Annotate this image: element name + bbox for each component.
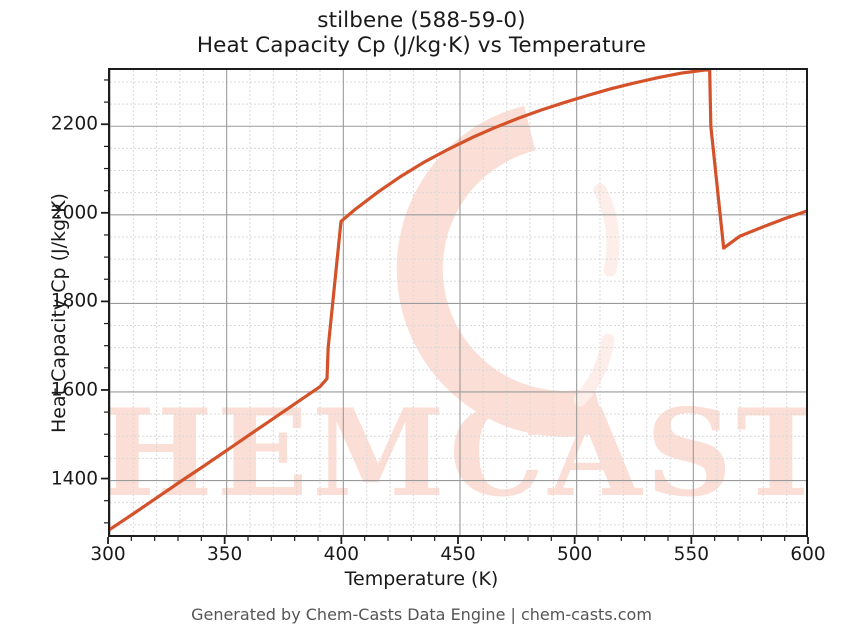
- footer-credit: Generated by Chem-Casts Data Engine | ch…: [191, 605, 652, 624]
- chart-subtitle: Heat Capacity Cp (J/kg·K) vs Temperature: [196, 33, 647, 59]
- x-tick-label: 300: [90, 544, 126, 565]
- y-tick-label: 2200: [50, 113, 98, 135]
- x-tick-label: 450: [440, 544, 476, 565]
- svg-text:CHEMCASTS: CHEMCASTS: [110, 383, 806, 524]
- grid-layer: [110, 70, 806, 535]
- page-title: stilbene (588-59-0): [317, 8, 526, 33]
- data-series-layer: [110, 70, 806, 531]
- x-tick-label: 350: [207, 544, 243, 565]
- watermark-layer: CHEMCASTS: [110, 105, 806, 524]
- y-tick-label: 1800: [50, 290, 98, 312]
- plot-area: CHEMCASTS: [108, 68, 808, 537]
- x-tick-label: 550: [673, 544, 709, 565]
- y-tick-label: 1400: [50, 468, 98, 490]
- x-tick-label: 600: [790, 544, 826, 565]
- x-tick-label-group: 300 350 400 450 500 550 600: [90, 544, 825, 572]
- y-tick-label: 1600: [50, 379, 98, 401]
- x-tick-label: 500: [557, 544, 593, 565]
- x-axis-label: Temperature (K): [344, 568, 499, 590]
- x-tick-label: 400: [323, 544, 359, 565]
- y-tick-label-group: 1400 1600 1800 2000 2200: [0, 68, 98, 537]
- chart-title-block: stilbene (588-59-0) Heat Capacity Cp (J/…: [0, 8, 843, 59]
- y-tick-label: 2000: [50, 202, 98, 224]
